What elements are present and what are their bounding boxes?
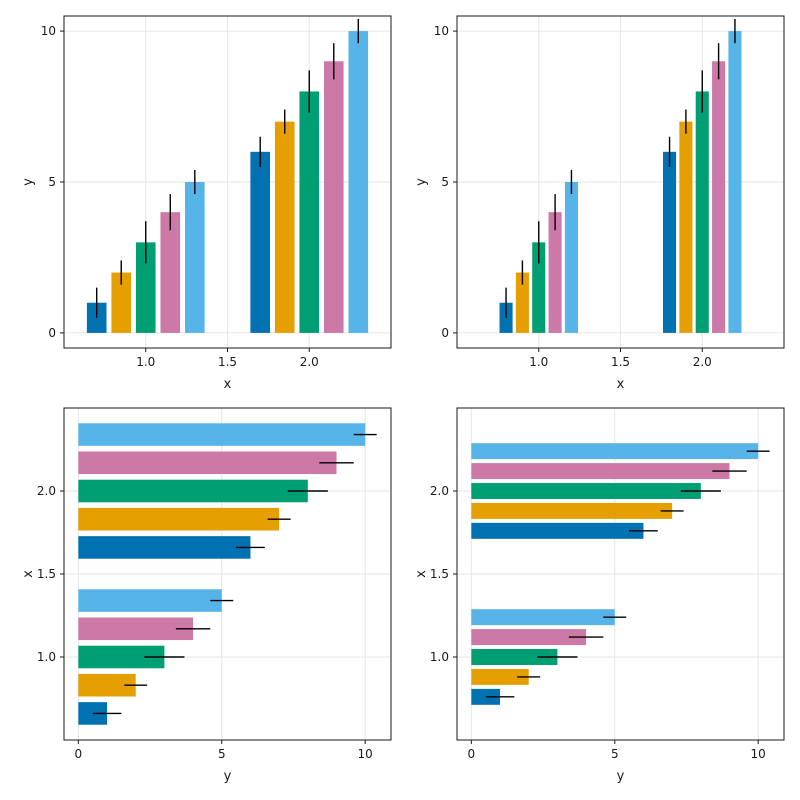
bar [471, 629, 587, 646]
bar [564, 182, 578, 333]
y-axis-label: x [414, 570, 429, 578]
x-axis-label: x [224, 377, 232, 392]
x-tick-label: 2.0 [693, 355, 712, 369]
x-axis-label: y [224, 769, 232, 784]
y-tick-label: 5 [48, 175, 56, 189]
bar [695, 91, 709, 333]
bar [515, 272, 529, 333]
y-tick-label: 0 [441, 326, 449, 340]
y-tick-label: 0 [48, 326, 56, 340]
bar [78, 536, 251, 559]
bar [471, 609, 615, 626]
x-tick-label: 0 [75, 747, 83, 761]
y-tick-label: 1.5 [37, 567, 56, 581]
bar [78, 702, 108, 725]
y-axis-label: x [21, 570, 36, 578]
bar [471, 502, 673, 519]
bar [663, 151, 677, 333]
x-tick-label: 0 [468, 747, 476, 761]
bar [548, 212, 562, 333]
bar [274, 121, 295, 333]
x-tick-label: 10 [358, 747, 373, 761]
chart-panel-2: 1.0 1.5 2.0 0 5 10 x y [414, 15, 785, 392]
bar [78, 423, 366, 446]
bar [299, 91, 320, 333]
bar [78, 645, 165, 669]
bar [712, 61, 726, 333]
bar [471, 522, 644, 539]
bar [78, 589, 222, 612]
y-tick-label: 2.0 [37, 484, 56, 498]
y-tick-label: 10 [41, 24, 56, 38]
chart-panel-3: 0 5 10 1.0 1.5 2.0 y x [21, 407, 392, 784]
x-tick-label: 1.5 [611, 355, 630, 369]
x-tick-label: 5 [218, 747, 226, 761]
bar [250, 151, 271, 333]
bar [135, 242, 156, 333]
bar [348, 31, 369, 333]
x-tick-label: 2.0 [300, 355, 319, 369]
bar [323, 61, 344, 333]
bar [471, 463, 730, 480]
bar [728, 31, 742, 333]
x-axis-label: y [617, 769, 625, 784]
y-tick-label: 2.0 [430, 484, 449, 498]
y-tick-label: 1.5 [430, 567, 449, 581]
x-tick-label: 1.5 [218, 355, 237, 369]
x-tick-label: 5 [611, 747, 619, 761]
bar [471, 668, 529, 685]
bar [679, 121, 693, 333]
x-tick-label: 1.0 [136, 355, 155, 369]
bar [78, 673, 136, 697]
chart-panel-1: 1.0 1.5 2.0 0 5 10 x y [21, 15, 392, 392]
bar [471, 483, 701, 499]
x-axis-label: x [617, 377, 625, 392]
bar [471, 649, 558, 665]
bar [471, 443, 759, 460]
bar [78, 451, 337, 475]
x-tick-label: 1.0 [529, 355, 548, 369]
bar [78, 479, 308, 503]
y-tick-label: 5 [441, 175, 449, 189]
bar [78, 617, 194, 641]
bar [532, 242, 546, 333]
y-tick-label: 10 [434, 24, 449, 38]
chart-panel-4: 0 5 10 1.0 1.5 2.0 y x [414, 407, 785, 784]
bar [78, 507, 280, 531]
x-tick-label: 10 [751, 747, 766, 761]
y-axis-label: y [414, 178, 429, 186]
y-tick-label: 1.0 [430, 650, 449, 664]
y-tick-label: 1.0 [37, 650, 56, 664]
bar [184, 182, 205, 333]
y-axis-label: y [21, 178, 36, 186]
bar [111, 272, 132, 333]
bar [160, 212, 181, 333]
